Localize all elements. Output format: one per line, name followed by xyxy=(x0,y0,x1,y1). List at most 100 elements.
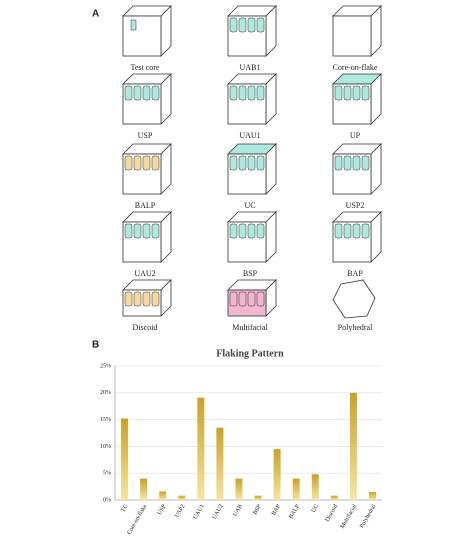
diagram-label: UAB1 xyxy=(240,63,261,72)
diagram-label: BALP xyxy=(135,201,156,210)
x-tick-label: BSP xyxy=(252,503,263,516)
diagram-label: Multifacial xyxy=(232,323,268,332)
diagram-label: BAP xyxy=(347,269,363,278)
bar xyxy=(197,397,205,500)
flake-scar xyxy=(352,85,361,101)
bar xyxy=(140,478,148,500)
flake-scar xyxy=(343,223,352,239)
panel-label: B xyxy=(92,340,99,351)
cube-diagram xyxy=(227,143,277,195)
flake-scar xyxy=(229,223,238,239)
cube-diagram xyxy=(332,73,382,125)
flake-scar xyxy=(247,291,256,307)
flake-scar xyxy=(151,155,160,171)
x-tick-label: USP2 xyxy=(174,504,186,519)
flake-scar xyxy=(352,155,361,171)
bar xyxy=(254,495,262,500)
cube-front xyxy=(122,15,162,57)
flake-scar xyxy=(124,223,133,239)
diagram-label: Discoid xyxy=(133,323,158,332)
bar xyxy=(273,449,281,500)
cube-diagram xyxy=(122,73,172,125)
flake-scar xyxy=(343,85,352,101)
flake-scar xyxy=(130,19,137,31)
flake-scar xyxy=(334,155,343,171)
cube-diagram xyxy=(332,5,382,57)
bar xyxy=(216,427,224,500)
flake-scar xyxy=(142,223,151,239)
diagram-label: UAU1 xyxy=(239,131,260,140)
bar xyxy=(349,392,357,500)
flake-scar xyxy=(124,85,133,101)
bar xyxy=(121,418,129,500)
y-tick-label: 20% xyxy=(100,390,111,396)
diagram-label: UAU2 xyxy=(134,269,155,278)
flake-scar xyxy=(361,155,370,171)
x-tick-label: Core-on-flake xyxy=(126,503,149,536)
flake-scar xyxy=(133,223,142,239)
diagram-label: Polyhedral xyxy=(338,323,373,332)
y-tick-label: 10% xyxy=(100,444,111,450)
flake-scar xyxy=(256,291,265,307)
flake-scar xyxy=(142,291,151,307)
cube-diagram xyxy=(332,211,382,263)
chart-title: Flaking Pattern xyxy=(216,348,284,359)
cube-front xyxy=(332,15,372,57)
flake-scar xyxy=(151,223,160,239)
diagram-label: UC xyxy=(244,201,255,210)
cube-diagram xyxy=(332,143,382,195)
cube-diagram xyxy=(122,143,172,195)
flake-scar xyxy=(256,17,265,33)
x-tick-label: Discoid xyxy=(325,504,340,523)
bar xyxy=(159,491,167,500)
flake-scar xyxy=(124,291,133,307)
diagram-label: Test core xyxy=(131,63,160,72)
diagram-label: USP2 xyxy=(346,201,365,210)
x-tick-label: TC xyxy=(120,504,129,514)
flake-scar xyxy=(142,155,151,171)
y-tick-label: 15% xyxy=(100,417,111,423)
y-tick-label: 0% xyxy=(103,497,111,503)
flake-scar xyxy=(133,291,142,307)
flake-scar xyxy=(361,223,370,239)
flake-scar xyxy=(247,155,256,171)
cube-diagram xyxy=(332,279,376,319)
flake-scar xyxy=(343,155,352,171)
flake-scar xyxy=(238,155,247,171)
bar xyxy=(292,478,300,500)
x-tick-label: Polyhedral xyxy=(359,503,377,529)
flake-scar xyxy=(229,155,238,171)
flake-scar xyxy=(229,85,238,101)
flake-scar xyxy=(247,223,256,239)
diagram-label: UP xyxy=(350,131,361,140)
flake-scar xyxy=(238,291,247,307)
flake-scar xyxy=(124,155,133,171)
bar xyxy=(330,495,338,500)
x-tick-label: UAB xyxy=(232,504,244,518)
x-tick-label: UC xyxy=(311,504,320,514)
flake-scar xyxy=(151,291,160,307)
x-tick-label: BAP xyxy=(271,503,282,517)
x-tick-label: UAU1 xyxy=(193,504,206,521)
flake-scar xyxy=(151,85,160,101)
cube-diagram xyxy=(227,279,277,317)
flake-scar xyxy=(238,85,247,101)
flake-scar xyxy=(247,17,256,33)
diagram-label: USP xyxy=(138,131,153,140)
polyhedron xyxy=(332,279,376,319)
bar xyxy=(235,478,243,500)
flake-scar xyxy=(352,223,361,239)
x-tick-label: Multifacial xyxy=(339,503,359,530)
cube-diagram xyxy=(122,279,172,317)
flake-scar xyxy=(238,223,247,239)
flake-scar xyxy=(334,223,343,239)
flake-scar xyxy=(229,17,238,33)
x-tick-label: UAU2 xyxy=(212,504,225,521)
y-tick-label: 5% xyxy=(103,471,111,477)
flake-scar xyxy=(142,85,151,101)
cube-diagram xyxy=(227,211,277,263)
bar xyxy=(178,495,186,500)
diagram-label: BSP xyxy=(243,269,258,278)
